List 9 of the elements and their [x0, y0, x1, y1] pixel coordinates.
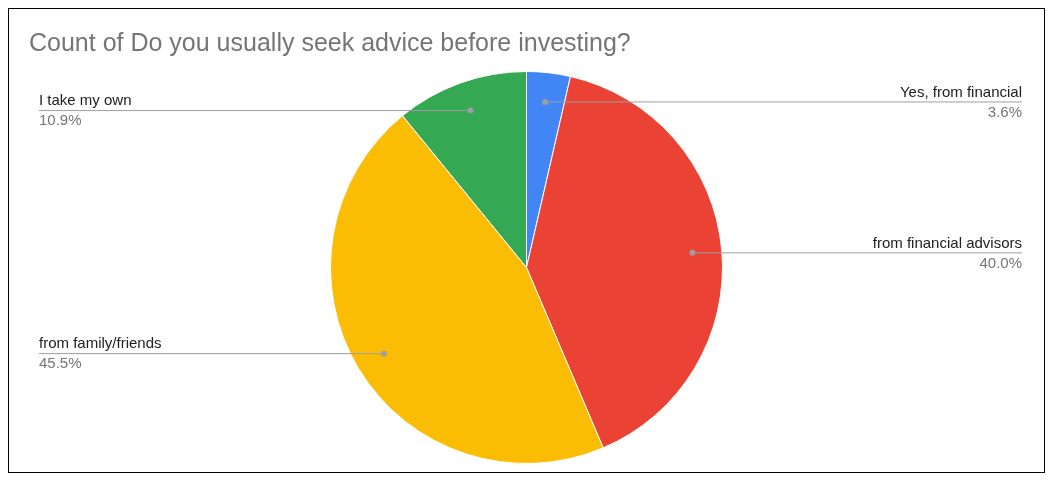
data-label: 10.9%	[39, 111, 82, 129]
data-label: 40.0%	[979, 253, 1022, 271]
data-label: 3.6%	[987, 102, 1022, 120]
chart-title: Count of Do you usually seek advice before investing?	[29, 27, 631, 56]
slice-label: I take my own	[39, 91, 132, 109]
slice-label: from family/friends	[39, 334, 162, 352]
slice-label: Yes, from financial	[899, 82, 1022, 100]
slice-label: from financial advisors	[872, 233, 1022, 251]
data-label: 45.5%	[39, 354, 82, 372]
